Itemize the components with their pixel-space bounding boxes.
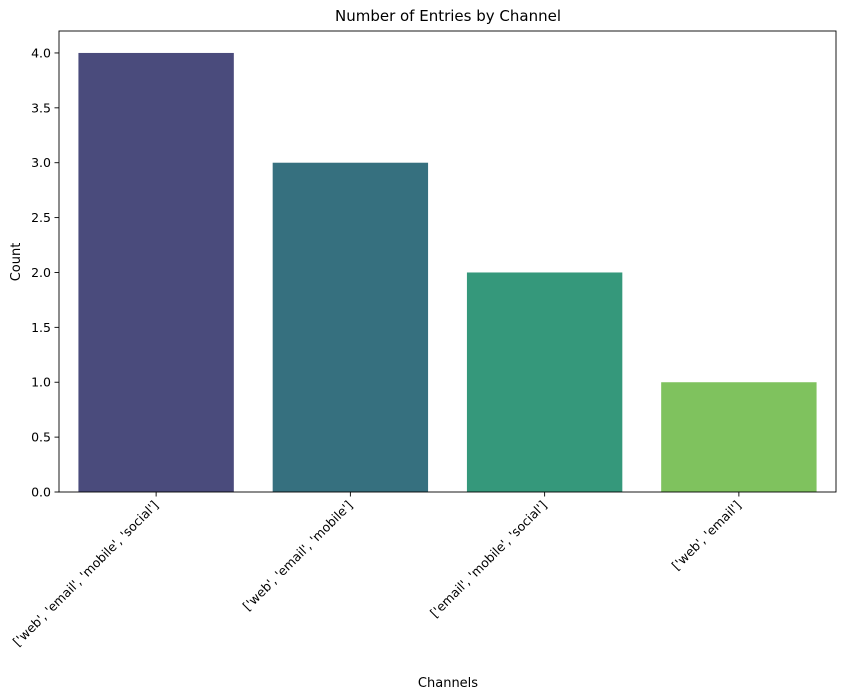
y-tick-label: 3.5 [31, 100, 51, 115]
bars-layer [78, 52, 817, 492]
y-tick-label: 2.5 [31, 210, 51, 225]
x-tick-label: ['email', 'mobile', 'social'] [427, 498, 550, 621]
y-tick-label: 2.0 [31, 265, 51, 280]
y-axis-label: Count [9, 243, 24, 282]
x-tick-label: ['web', 'email'] [668, 498, 744, 574]
y-tick-label: 0.5 [31, 430, 51, 445]
y-tick-label: 3.0 [31, 155, 51, 170]
y-tick-label: 4.0 [31, 45, 51, 60]
x-tick-label: ['web', 'email', 'mobile', 'social'] [10, 498, 162, 650]
x-axis-ticks: ['web', 'email', 'mobile', 'social'] ['we… [10, 492, 744, 649]
plot-frame [58, 30, 837, 493]
x-axis-label: Channels [418, 676, 478, 691]
y-tick-label: 1.5 [31, 320, 51, 335]
y-axis-ticks: 0.0 0.5 1.0 1.5 2.0 2.5 3.0 3.5 4.0 [31, 45, 59, 500]
y-tick-label: 1.0 [31, 375, 51, 390]
chart-title: Number of Entries by Channel [335, 7, 561, 25]
y-tick-label: 0.0 [31, 485, 51, 500]
bar-3 [466, 272, 623, 492]
bar-1 [78, 52, 234, 492]
bar-2 [272, 162, 429, 492]
bar-4 [661, 382, 817, 492]
x-tick-label: ['web', 'email', 'mobile'] [240, 498, 356, 614]
